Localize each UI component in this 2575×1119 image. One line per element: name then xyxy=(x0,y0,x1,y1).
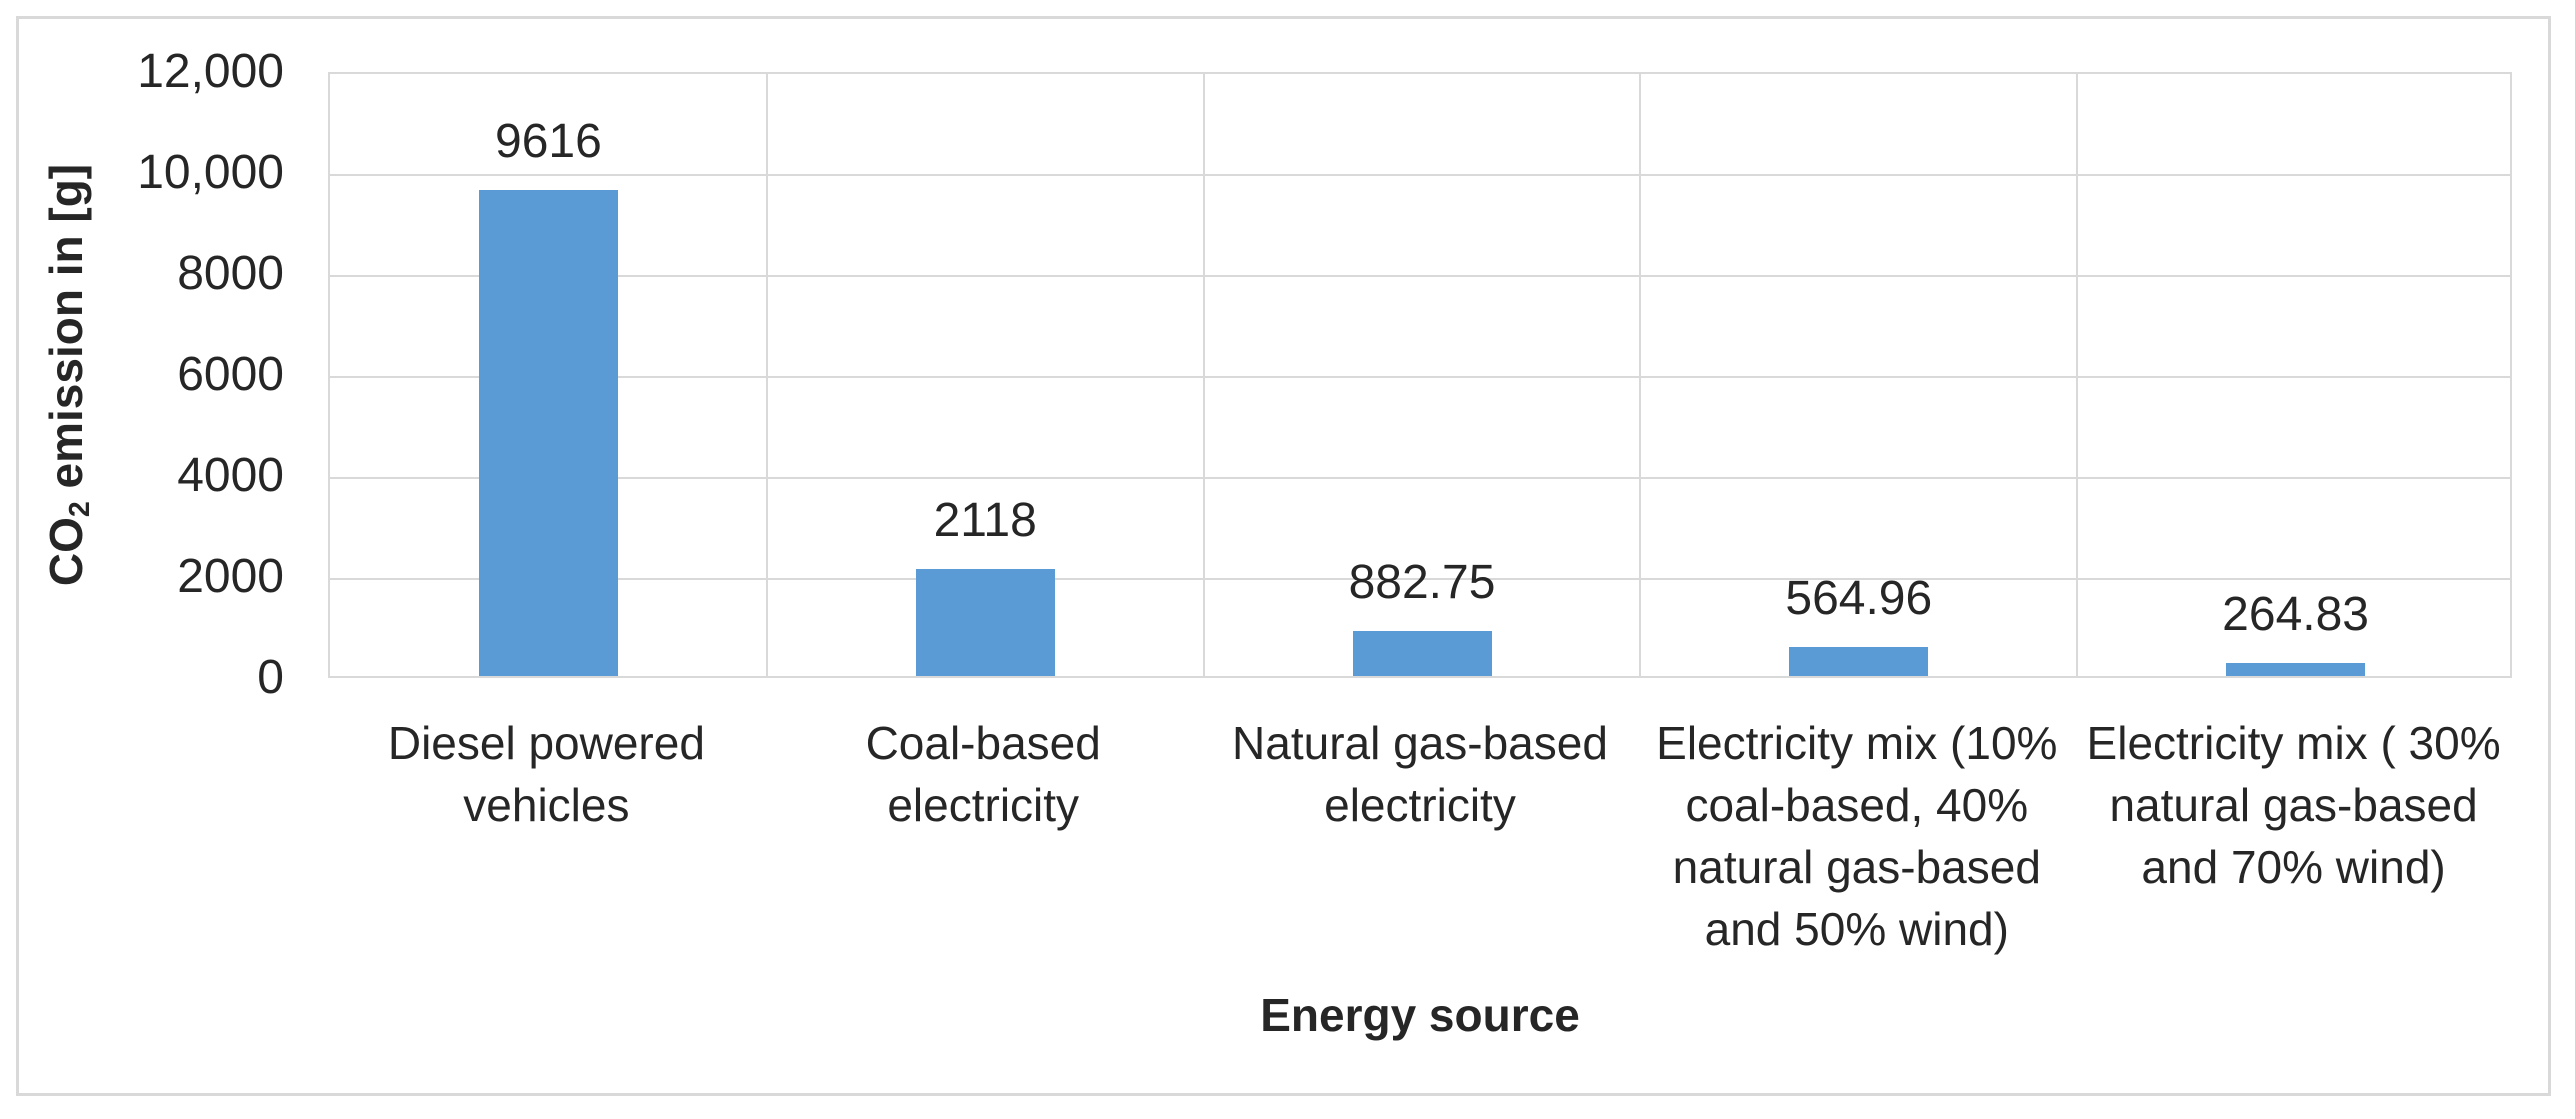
x-axis-category-labels: Diesel powered vehicles Coal-based electr… xyxy=(328,712,2512,960)
y-tick-label: 10,000 xyxy=(137,146,284,199)
category-label: Electricity mix ( 30% natural gas-based … xyxy=(2086,717,2501,893)
y-tick-label: 12,000 xyxy=(137,45,284,98)
bar-value-label: 9616 xyxy=(495,115,602,169)
bar xyxy=(1352,631,1492,676)
gridline xyxy=(330,275,2510,277)
bar-value-label: 564.96 xyxy=(1785,572,1933,626)
category-label: Coal-based electricity xyxy=(865,717,1101,831)
category-label: Diesel powered vehicles xyxy=(387,717,705,831)
category-label: Electricity mix (10% coal-based, 40% nat… xyxy=(1656,717,2058,955)
x-axis-title: Energy source xyxy=(1260,989,1580,1041)
bar xyxy=(478,190,618,676)
bar-value-label: 2118 xyxy=(933,494,1037,548)
category-separator xyxy=(1202,74,1205,676)
y-tick-label: 4000 xyxy=(177,449,284,502)
gridline xyxy=(330,477,2510,479)
category-separator xyxy=(1639,74,1642,676)
plot-area: 9616 2118 882.75 564.96 264.83 xyxy=(328,72,2512,678)
gridline xyxy=(330,578,2510,580)
y-tick-label: 8000 xyxy=(177,247,284,300)
y-tick-label: 0 xyxy=(257,651,284,704)
gridline xyxy=(330,174,2510,176)
category-label: Natural gas-based electricity xyxy=(1232,717,1608,831)
y-tick-label: 6000 xyxy=(177,348,284,401)
category-separator xyxy=(2076,74,2079,676)
bar-value-label: 264.83 xyxy=(2222,587,2369,641)
bar xyxy=(1789,647,1929,676)
gridline xyxy=(330,376,2510,378)
bar xyxy=(2226,662,2366,676)
bar-value-label: 882.75 xyxy=(1348,556,1496,610)
y-tick-label: 2000 xyxy=(177,550,284,603)
category-separator xyxy=(765,74,768,676)
bar xyxy=(915,569,1055,676)
chart-border-frame xyxy=(16,16,2551,1096)
